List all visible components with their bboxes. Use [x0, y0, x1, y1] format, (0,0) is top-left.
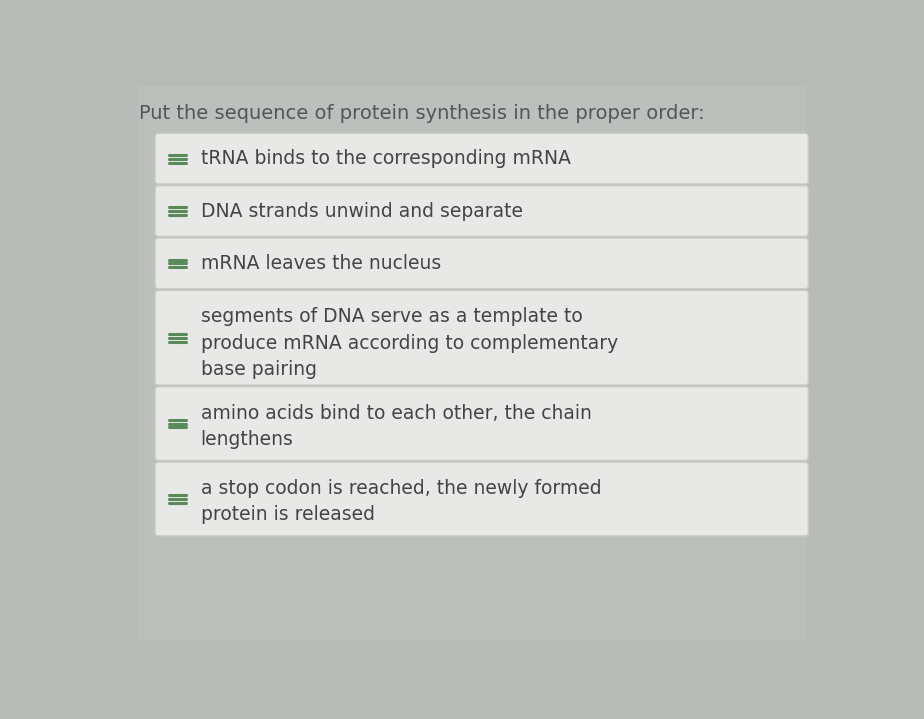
Text: tRNA binds to the corresponding mRNA: tRNA binds to the corresponding mRNA	[201, 149, 571, 168]
Text: DNA strands unwind and separate: DNA strands unwind and separate	[201, 201, 523, 221]
FancyBboxPatch shape	[155, 290, 808, 385]
FancyBboxPatch shape	[155, 186, 808, 237]
Text: segments of DNA serve as a template to
produce mRNA according to complementary
b: segments of DNA serve as a template to p…	[201, 307, 618, 379]
FancyBboxPatch shape	[155, 238, 808, 289]
FancyBboxPatch shape	[155, 462, 808, 536]
Text: amino acids bind to each other, the chain
lengthens: amino acids bind to each other, the chai…	[201, 403, 591, 449]
Text: a stop codon is reached, the newly formed
protein is released: a stop codon is reached, the newly forme…	[201, 479, 602, 524]
Text: Put the sequence of protein synthesis in the proper order:: Put the sequence of protein synthesis in…	[139, 104, 704, 123]
FancyBboxPatch shape	[155, 133, 808, 184]
FancyBboxPatch shape	[155, 387, 808, 460]
Text: mRNA leaves the nucleus: mRNA leaves the nucleus	[201, 254, 441, 273]
